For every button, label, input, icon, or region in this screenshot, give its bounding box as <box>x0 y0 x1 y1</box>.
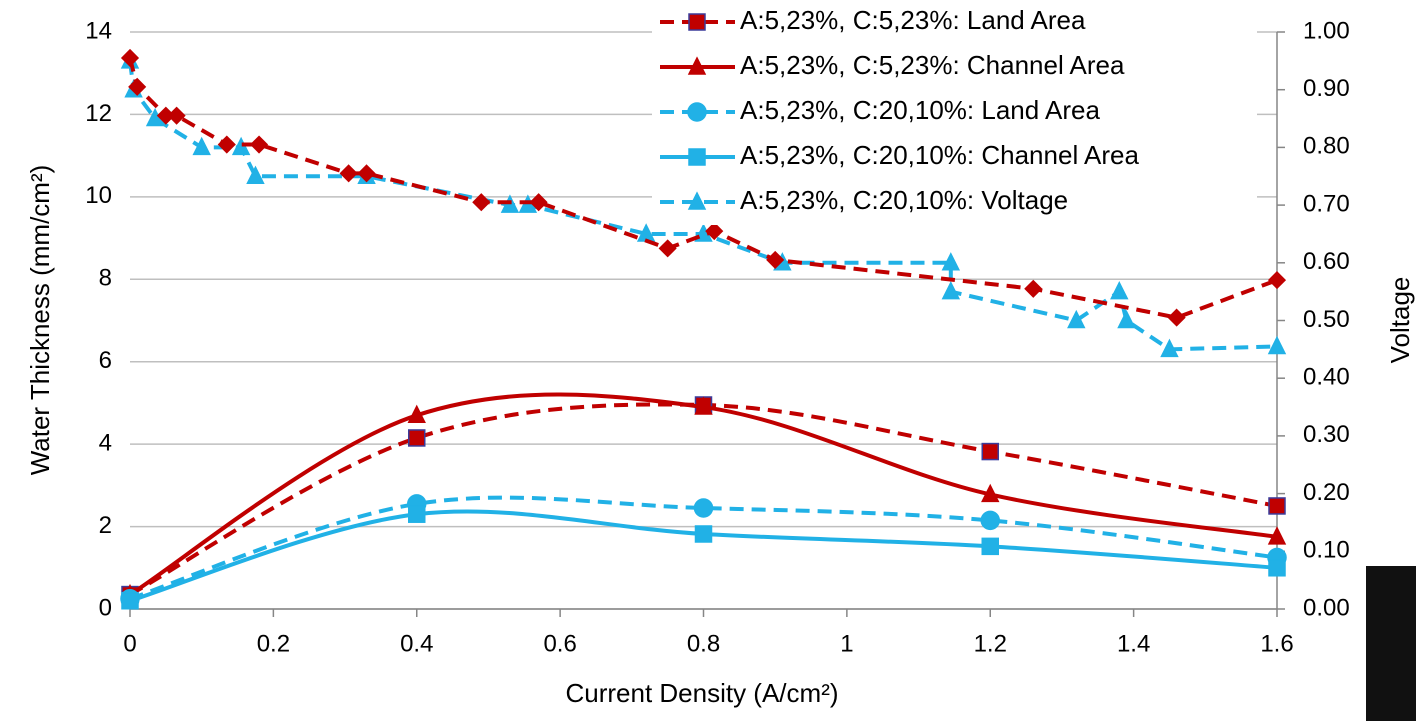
y2-tick-label: 1.00 <box>1303 17 1350 44</box>
marker <box>694 396 713 415</box>
y-tick-label: 12 <box>85 100 112 127</box>
legend-box <box>652 0 1257 225</box>
marker <box>472 193 491 212</box>
marker <box>120 48 140 68</box>
y-tick-label: 0 <box>99 594 112 621</box>
y-tick-label: 14 <box>85 17 112 44</box>
marker <box>705 222 724 241</box>
series-line <box>129 509 1278 603</box>
x-tick-label: 0.8 <box>687 630 720 657</box>
thumbnail-image <box>1366 566 1416 721</box>
marker <box>941 280 961 300</box>
legend-label: A:5,23%, C:20,10%: Voltage <box>740 185 1068 215</box>
marker <box>1024 279 1043 298</box>
legend-label: A:5,23%, C:5,23%: Channel Area <box>740 50 1125 80</box>
marker <box>687 56 707 75</box>
x-tick-label: 1.6 <box>1260 630 1293 657</box>
marker <box>339 164 358 183</box>
x-axis-label: Current Density (A/cm²) <box>565 678 838 708</box>
marker <box>658 239 677 258</box>
marker <box>249 135 269 154</box>
y2-tick-label: 0.90 <box>1303 75 1350 102</box>
marker <box>687 191 707 210</box>
marker <box>408 505 426 523</box>
marker <box>1267 271 1287 290</box>
x-tick-label: 0.4 <box>400 630 433 657</box>
legend: A:5,23%, C:5,23%: Land Area A:5,23%, C:5,… <box>652 0 1257 225</box>
marker <box>981 537 999 556</box>
marker <box>246 165 265 184</box>
x-tick-label: 1.2 <box>974 630 1007 657</box>
marker <box>1268 559 1286 577</box>
marker <box>1267 335 1287 355</box>
marker <box>687 102 707 122</box>
marker <box>408 429 426 447</box>
y2-tick-label: 0.80 <box>1303 133 1350 160</box>
marker <box>217 135 236 154</box>
marker <box>407 404 426 424</box>
marker <box>128 77 147 96</box>
marker <box>981 483 1000 503</box>
x-tick-label: 1 <box>840 630 853 657</box>
y2-tick-label: 0.50 <box>1303 306 1350 333</box>
marker <box>1267 526 1287 545</box>
y2-tick-label: 0.00 <box>1303 594 1350 621</box>
marker <box>980 510 1000 531</box>
marker <box>1268 497 1286 515</box>
y2-tick-label: 0.70 <box>1303 190 1350 217</box>
y2-tick-label: 0.60 <box>1303 248 1350 275</box>
x-tick-label: 0.6 <box>543 630 576 657</box>
y2-tick-label: 0.20 <box>1303 479 1350 506</box>
y-tick-label: 6 <box>99 347 112 374</box>
marker <box>529 193 548 212</box>
y2-tick-label: 0.40 <box>1303 364 1350 391</box>
legend-label: A:5,23%, C:5,23%: Land Area <box>740 5 1086 35</box>
y-tick-label: 2 <box>99 512 112 539</box>
marker <box>1167 308 1186 327</box>
series-line <box>128 392 1278 597</box>
y-tick-label: 8 <box>99 265 112 292</box>
marker <box>1110 280 1129 300</box>
marker <box>688 13 706 31</box>
y-axis-label: Water Thickness (mm/cm²) <box>25 165 55 476</box>
marker <box>1160 338 1179 358</box>
marker <box>121 592 139 610</box>
marker <box>688 148 706 166</box>
marker <box>766 250 785 269</box>
legend-label: A:5,23%, C:20,10%: Channel Area <box>740 140 1139 170</box>
marker <box>192 136 211 156</box>
marker <box>981 442 999 461</box>
marker <box>357 164 376 183</box>
marker <box>694 525 713 543</box>
y-tick-label: 4 <box>99 429 112 456</box>
marker <box>693 498 714 518</box>
y2-axis-label: Voltage <box>1385 277 1415 364</box>
y2-tick-label: 0.30 <box>1303 421 1350 448</box>
x-tick-label: 0.2 <box>257 630 290 657</box>
marker <box>1117 309 1136 329</box>
x-tick-label: 0 <box>123 630 136 657</box>
marker <box>167 106 186 125</box>
y-tick-label: 10 <box>85 182 112 209</box>
legend-label: A:5,23%, C:20,10%: Land Area <box>740 95 1100 125</box>
marker <box>941 252 961 271</box>
x-tick-label: 1.4 <box>1117 630 1150 657</box>
marker <box>1067 309 1086 329</box>
series-line <box>129 495 1278 601</box>
y2-tick-label: 0.10 <box>1303 537 1350 564</box>
